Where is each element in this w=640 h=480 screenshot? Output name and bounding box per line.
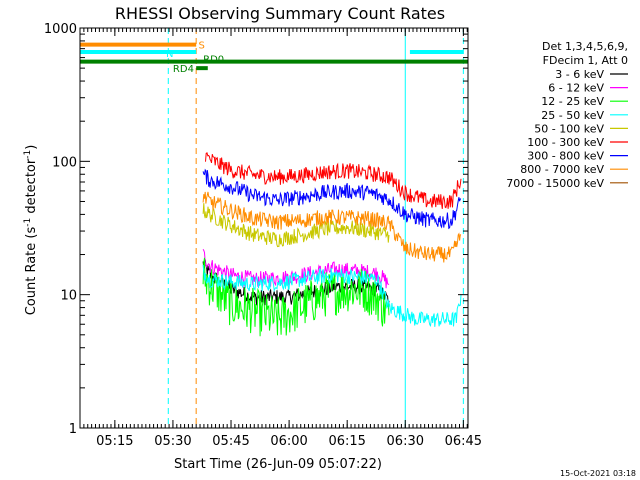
flag-label-n: N xyxy=(166,49,173,60)
flag-label-rd4: RD4 xyxy=(173,64,194,75)
y-tick-label-1: 10 xyxy=(60,289,77,304)
x-tick-label-1: 05:30 xyxy=(154,434,191,449)
series-line-6 xyxy=(202,168,462,230)
legend-label-5: 100 - 300 keV xyxy=(527,136,604,149)
flag-label-rd0: RD0 xyxy=(203,55,224,66)
y-tick-label-2: 100 xyxy=(52,155,77,170)
legend-label-6: 300 - 800 keV xyxy=(527,150,604,163)
series-line-3 xyxy=(202,264,462,327)
legend-label-3: 25 - 50 keV xyxy=(541,109,604,122)
series-line-2 xyxy=(202,257,390,337)
legend-header-1: FDecim 1, Att 0 xyxy=(543,54,628,67)
series-line-7 xyxy=(202,191,462,263)
series-line-0 xyxy=(202,259,390,306)
y-tick-label-0: 1 xyxy=(69,422,77,437)
x-tick-label-3: 06:00 xyxy=(270,434,307,449)
y-tick-label-3: 1000 xyxy=(44,22,77,37)
legend-label-8: 7000 - 15000 keV xyxy=(506,177,604,190)
x-tick-label-0: 05:15 xyxy=(96,434,133,449)
x-tick-label-6: 06:45 xyxy=(445,434,482,449)
y-axis-label: Count Rate (s-1 detector-1) xyxy=(23,145,39,316)
chart-title: RHESSI Observing Summary Count Rates xyxy=(115,4,445,23)
legend-header-0: Det 1,3,4,5,6,9, xyxy=(542,40,628,53)
flag-label-s: S xyxy=(198,41,204,52)
legend-label-1: 6 - 12 keV xyxy=(548,82,604,95)
x-tick-label-2: 05:45 xyxy=(212,434,249,449)
plot-frame xyxy=(79,27,469,429)
legend-label-4: 50 - 100 keV xyxy=(534,122,604,135)
series-line-5 xyxy=(205,152,462,209)
timestamp: 15-Oct-2021 03:18 xyxy=(560,469,636,478)
series-line-4 xyxy=(202,203,390,248)
legend-label-2: 12 - 25 keV xyxy=(541,95,604,108)
legend-label-0: 3 - 6 keV xyxy=(555,68,604,81)
legend-label-7: 800 - 7000 keV xyxy=(520,163,604,176)
x-tick-label-5: 06:30 xyxy=(387,434,424,449)
x-axis-label: Start Time (26-Jun-09 05:07:22) xyxy=(174,457,382,472)
x-tick-label-4: 06:15 xyxy=(328,434,365,449)
